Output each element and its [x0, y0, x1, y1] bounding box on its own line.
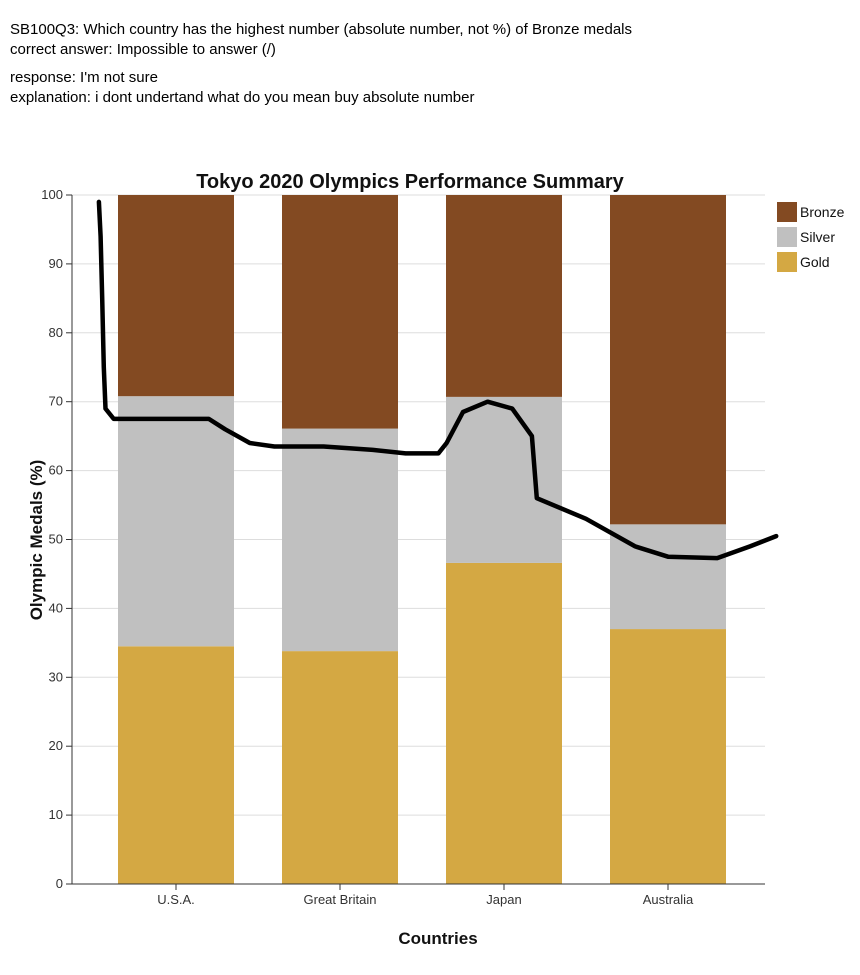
y-tick-label: 0 [56, 876, 63, 891]
x-tick-label: Australia [643, 892, 694, 907]
x-tick-label: Japan [486, 892, 521, 907]
bar-bronze-japan [446, 195, 562, 397]
x-axis: U.S.A. Great Britain Japan Australia [72, 883, 765, 907]
bar-gold-great-britain [282, 651, 398, 884]
bars [118, 195, 726, 884]
y-axis-title: Olympic Medals (%) [27, 460, 46, 621]
bar-bronze-great-britain [282, 195, 398, 429]
response-text: response: I'm not sure [10, 69, 158, 86]
correct-answer-text: correct answer: Impossible to answer (/) [10, 41, 276, 58]
bar-gold-u-s-a [118, 646, 234, 884]
bar-bronze-australia [610, 195, 726, 525]
y-tick-label: 100 [41, 187, 63, 202]
y-tick-label: 20 [49, 738, 63, 753]
y-tick-label: 70 [49, 394, 63, 409]
hand-drawn-annotation [96, 199, 779, 561]
y-tick-label: 10 [49, 807, 63, 822]
bar-silver-u-s-a [118, 396, 234, 647]
bar-silver-japan [446, 396, 562, 563]
bar-gold-japan [446, 562, 562, 884]
x-tick-label: Great Britain [304, 892, 377, 907]
legend-label-bronze: Bronze [800, 204, 845, 220]
legend-label-silver: Silver [800, 229, 835, 245]
y-tick-label: 80 [49, 325, 63, 340]
question-header: SB100Q3: Which country has the highest n… [10, 20, 632, 108]
legend-label-gold: Gold [800, 254, 830, 270]
legend-swatch-gold [777, 252, 797, 272]
y-axis: 0 10 20 30 40 50 60 70 80 90 100 [41, 187, 73, 891]
bar-silver-great-britain [282, 428, 398, 652]
legend-swatch-silver [777, 227, 797, 247]
y-tick-label: 40 [49, 600, 63, 615]
y-tick-label: 50 [49, 532, 63, 547]
x-tick-label: U.S.A. [157, 892, 195, 907]
chart-title: Tokyo 2020 Olympics Performance Summary [196, 171, 624, 193]
legend: Bronze Silver Gold [777, 202, 845, 272]
y-tick-label: 90 [49, 256, 63, 271]
explanation-text: explanation: i dont undertand what do yo… [10, 89, 475, 106]
annotation-line [96, 199, 779, 561]
question-text: SB100Q3: Which country has the highest n… [10, 21, 633, 38]
x-axis-title: Countries [398, 929, 477, 948]
legend-swatch-bronze [777, 202, 797, 222]
bar-gold-australia [610, 629, 726, 884]
y-tick-label: 60 [49, 463, 63, 478]
y-tick-label: 30 [49, 669, 63, 684]
bar-bronze-u-s-a [118, 195, 234, 397]
